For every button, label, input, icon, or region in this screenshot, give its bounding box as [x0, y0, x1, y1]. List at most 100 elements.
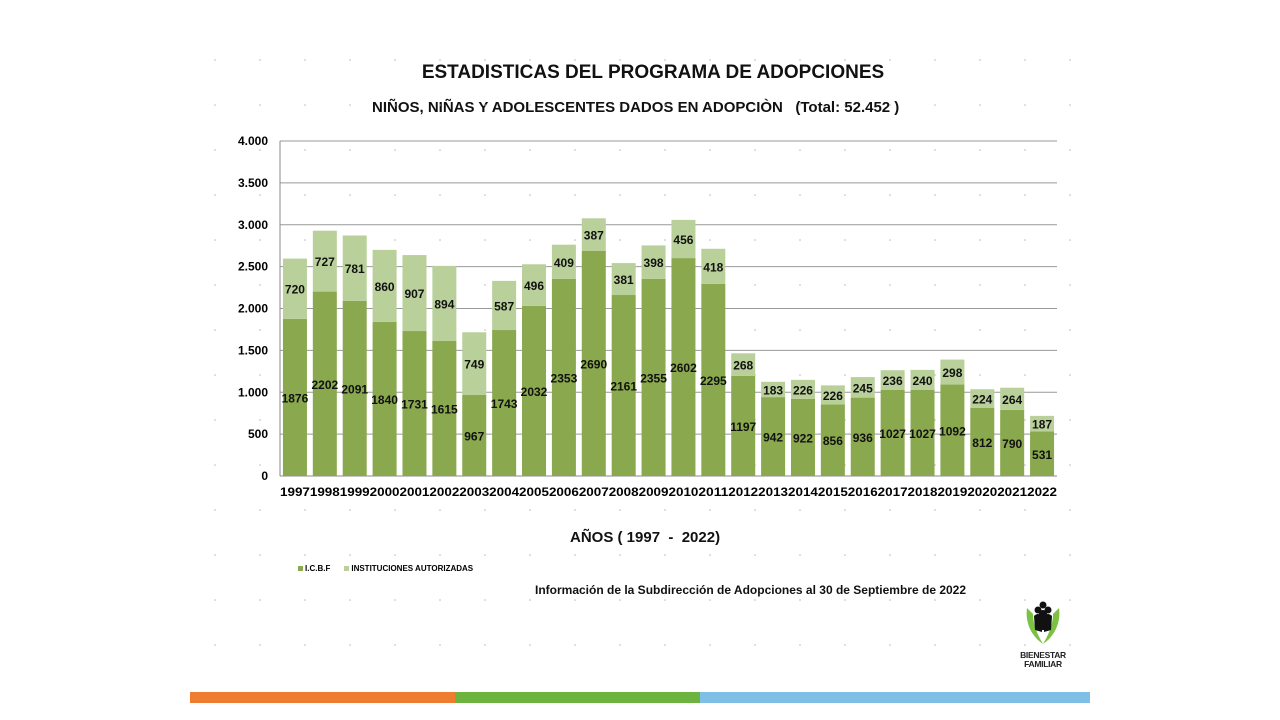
background-dot [1024, 284, 1026, 286]
background-dot [529, 194, 531, 196]
background-dot [439, 104, 441, 106]
background-dot [214, 599, 216, 601]
background-dot [844, 239, 846, 241]
background-dot [394, 509, 396, 511]
background-dot [484, 149, 486, 151]
background-dot [439, 239, 441, 241]
background-dot [259, 599, 261, 601]
background-dot [934, 374, 936, 376]
background-dot [934, 554, 936, 556]
background-dot [1024, 104, 1026, 106]
background-dot [709, 509, 711, 511]
background-dot [394, 194, 396, 196]
data-label: 1092 [939, 424, 966, 438]
data-label: 245 [853, 381, 873, 395]
background-dot [979, 284, 981, 286]
background-dot [1069, 284, 1071, 286]
x-tick-label: 2010 [669, 485, 699, 499]
background-dot [214, 509, 216, 511]
background-dot [1024, 509, 1026, 511]
y-tick-label: 500 [248, 427, 268, 441]
data-label: 226 [793, 383, 813, 397]
bar-instituciones [432, 265, 457, 341]
data-label: 587 [494, 299, 514, 313]
bar-instituciones [402, 255, 427, 332]
data-label: 2032 [521, 385, 548, 399]
bar-instituciones [701, 248, 726, 284]
background-dot [664, 509, 666, 511]
background-dot [214, 59, 216, 61]
background-dot [664, 239, 666, 241]
background-dot [979, 239, 981, 241]
bar-icbf [820, 404, 845, 476]
background-dot [754, 239, 756, 241]
background-dot [664, 599, 666, 601]
x-tick-label: 2003 [459, 485, 489, 499]
background-dot [304, 599, 306, 601]
x-tick-label: 2012 [728, 485, 758, 499]
background-dot [394, 599, 396, 601]
background-dot [1069, 599, 1071, 601]
background-dot [1024, 329, 1026, 331]
data-label: 727 [315, 255, 335, 269]
background-dot [934, 644, 936, 646]
background-dot [259, 644, 261, 646]
background-dot [484, 554, 486, 556]
bar-icbf [641, 278, 666, 476]
bar-instituciones [1030, 415, 1055, 432]
data-label: 226 [823, 389, 843, 403]
background-dot [1069, 239, 1071, 241]
bottom-bar-green [455, 692, 700, 703]
background-dot [1069, 464, 1071, 466]
bar-icbf [522, 305, 547, 476]
background-dot [709, 104, 711, 106]
bar-icbf [880, 389, 905, 476]
data-label: 812 [972, 436, 992, 450]
bar-icbf [1030, 431, 1055, 476]
background-dot [214, 644, 216, 646]
background-dot [439, 554, 441, 556]
background-dot [1069, 194, 1071, 196]
background-dot [214, 239, 216, 241]
legend-label: I.C.B.F [305, 564, 331, 573]
bar-icbf [910, 389, 935, 476]
x-tick-label: 2022 [1027, 485, 1057, 499]
background-dot [529, 239, 531, 241]
background-dot [979, 374, 981, 376]
data-label: 856 [823, 434, 843, 448]
x-tick-label: 1999 [340, 485, 370, 499]
background-dot [934, 419, 936, 421]
background-dot [934, 329, 936, 331]
data-label: 1197 [730, 420, 756, 434]
bar-instituciones [312, 230, 337, 292]
data-label: 2355 [640, 371, 667, 385]
background-dot [574, 59, 576, 61]
background-dot [484, 329, 486, 331]
background-dot [439, 509, 441, 511]
background-dot [304, 149, 306, 151]
background-dot [754, 194, 756, 196]
bar-instituciones [462, 332, 487, 396]
background-dot [574, 194, 576, 196]
data-label: 236 [883, 374, 903, 388]
bar-icbf [432, 340, 457, 476]
background-dot [1069, 374, 1071, 376]
background-dot [709, 554, 711, 556]
background-dot [889, 239, 891, 241]
background-dot [889, 599, 891, 601]
background-dot [529, 104, 531, 106]
bar-icbf [282, 318, 307, 476]
background-dot [979, 554, 981, 556]
chart-subtitle: NIÑOS, NIÑAS Y ADOLESCENTES DADOS EN ADO… [372, 99, 900, 116]
x-tick-label: 2009 [639, 485, 669, 499]
data-label: 907 [404, 287, 424, 301]
background-dot [259, 419, 261, 421]
background-dot [574, 554, 576, 556]
data-label: 967 [464, 430, 484, 444]
x-tick-label: 2013 [758, 485, 788, 499]
background-dot [484, 644, 486, 646]
background-dot [619, 599, 621, 601]
background-dot [214, 104, 216, 106]
background-dot [214, 329, 216, 331]
bar-instituciones [970, 389, 995, 408]
